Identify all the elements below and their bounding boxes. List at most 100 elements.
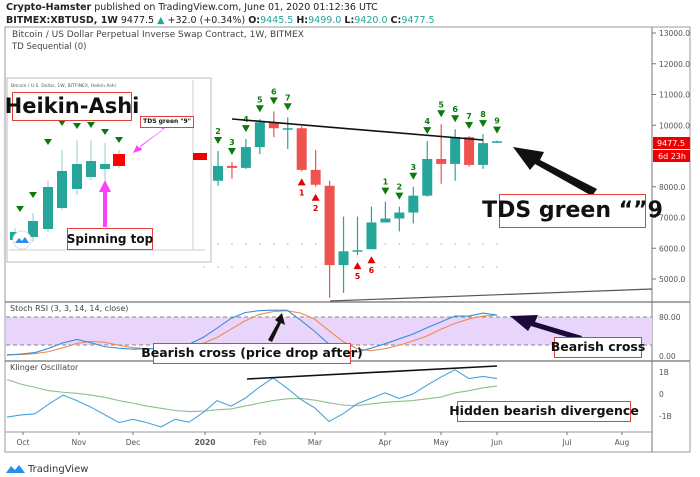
price-tag-text: 9477.5 bbox=[657, 139, 685, 148]
td-count-label: 6 bbox=[271, 87, 277, 96]
candle-body bbox=[282, 128, 293, 130]
candle-body bbox=[436, 158, 447, 164]
support-trendline[interactable] bbox=[329, 288, 653, 302]
price-change: +32.0 (+0.34%) bbox=[167, 15, 246, 26]
td-sell-setup-triangle-icon bbox=[451, 115, 460, 123]
countdown-text: 6d 23h bbox=[658, 152, 686, 161]
inset-candle bbox=[57, 150, 67, 210]
td-level-dot bbox=[273, 243, 275, 245]
candle bbox=[324, 180, 335, 298]
inset-candle bbox=[113, 150, 125, 168]
candle bbox=[338, 216, 349, 293]
stoch-d-line bbox=[7, 310, 498, 356]
inset-logo bbox=[12, 230, 32, 250]
stoch-label[interactable]: Stoch RSI (3, 3, 14, 14, close) bbox=[10, 304, 129, 313]
inset-td-triangle-icon bbox=[58, 120, 66, 126]
candle-body bbox=[450, 137, 461, 164]
pink-arrow-icon bbox=[133, 123, 168, 153]
candle bbox=[478, 134, 489, 169]
bearish-cross-drop-annotation: Bearish cross (price drop after) bbox=[141, 343, 363, 364]
td-level-dot bbox=[286, 266, 289, 268]
open-value: 9445.5 bbox=[260, 15, 294, 26]
indicator-label[interactable]: TD Sequential (0) bbox=[12, 42, 87, 52]
td-sell-setup-triangle-icon bbox=[437, 110, 446, 118]
td-buy-setup-triangle-icon bbox=[367, 256, 376, 264]
td-count-label: 1 bbox=[383, 178, 389, 187]
price-tick-label: 12000.0 bbox=[659, 60, 690, 69]
td-level-dot bbox=[273, 266, 275, 268]
td-level-dot bbox=[231, 243, 233, 245]
klinger-label[interactable]: Klinger Oscillator bbox=[10, 363, 79, 372]
pink-arrow-icon bbox=[99, 180, 111, 227]
td-buy-setup-triangle-icon bbox=[311, 193, 320, 201]
heikin-ashi-annotation: Heikin-Ashi bbox=[5, 92, 139, 121]
last-price: 9477.5 bbox=[120, 15, 155, 26]
inset-candle-body bbox=[113, 154, 125, 166]
time-tick-label: Apr bbox=[379, 438, 393, 447]
td-count-label: 5 bbox=[355, 272, 361, 281]
high-label: H: bbox=[296, 15, 309, 26]
stoch-tick-label: 80.00 bbox=[659, 313, 681, 322]
resistance-trendline[interactable] bbox=[231, 118, 484, 141]
klinger-signal-line bbox=[6, 378, 498, 413]
td-count-label: 4 bbox=[424, 117, 430, 126]
candle-body bbox=[254, 122, 265, 148]
klinger-tick-label: -1B bbox=[659, 412, 672, 421]
td-sell-setup-triangle-icon bbox=[381, 187, 390, 195]
td-count-label: 6 bbox=[369, 266, 375, 275]
td-sell-setup-triangle-icon bbox=[214, 137, 222, 145]
price-tick-label: 5000.0 bbox=[659, 275, 685, 284]
candle-body bbox=[310, 169, 321, 185]
klinger-trendline[interactable] bbox=[246, 365, 498, 380]
td-count-label: 1 bbox=[299, 188, 305, 197]
inset-candle bbox=[43, 180, 53, 232]
candle bbox=[268, 111, 279, 138]
author[interactable]: Crypto-Hamster bbox=[6, 2, 92, 13]
footer-brand[interactable]: TradingView bbox=[27, 464, 88, 475]
td-count-label: 8 bbox=[480, 110, 486, 119]
td-level-dot bbox=[468, 243, 470, 245]
price-tick-label: 6000.0 bbox=[659, 244, 685, 253]
td-level-dot bbox=[398, 243, 401, 245]
chart-frame bbox=[4, 26, 691, 453]
td-level-dot bbox=[314, 243, 317, 245]
td-level-dot bbox=[245, 243, 247, 245]
td-level-dot bbox=[259, 243, 261, 245]
candle-body bbox=[422, 158, 433, 196]
inset-title: Bitcoin / U.S. Dollar, 1W, BITFINEX, Hei… bbox=[11, 83, 116, 89]
td-level-dot bbox=[496, 266, 498, 268]
candle-body bbox=[324, 185, 335, 266]
inset-tds-note: TDS green "9" bbox=[140, 116, 194, 128]
candle bbox=[352, 216, 363, 256]
td-level-dot bbox=[384, 266, 387, 268]
inset-candle-body bbox=[43, 187, 53, 229]
candle-body bbox=[492, 141, 502, 143]
td-level-dot bbox=[300, 243, 303, 245]
open-label: O: bbox=[248, 15, 261, 26]
inset-candle-body bbox=[57, 171, 67, 208]
time-tick-label: Oct bbox=[17, 438, 30, 447]
tradingview-logo-icon bbox=[15, 237, 29, 243]
td-level-dot bbox=[203, 266, 205, 268]
td-count-label: 3 bbox=[229, 138, 235, 147]
candle bbox=[310, 150, 321, 187]
bearish-cross-annotation: Bearish cross bbox=[551, 337, 645, 358]
td-level-dot bbox=[217, 243, 219, 245]
candle-body bbox=[352, 250, 363, 252]
td-sell-setup-triangle-icon bbox=[409, 172, 418, 180]
td-level-dot bbox=[482, 243, 484, 245]
td-level-dot bbox=[231, 266, 233, 268]
publish-info: published on TradingView.com, June 01, 2… bbox=[94, 2, 378, 13]
candle-body bbox=[394, 212, 405, 219]
td-level-dot bbox=[440, 266, 443, 268]
inset-td-triangle-icon bbox=[44, 139, 52, 145]
close-label: C: bbox=[390, 15, 402, 26]
time-tick-label: Jun bbox=[490, 438, 503, 447]
td-level-dot bbox=[426, 266, 429, 268]
td-level-dot bbox=[384, 243, 387, 245]
klinger-kvo-line bbox=[6, 369, 498, 428]
td-count-label: 7 bbox=[285, 93, 291, 102]
candle bbox=[408, 186, 419, 224]
candle-body bbox=[408, 195, 419, 213]
candle-body bbox=[296, 128, 307, 170]
